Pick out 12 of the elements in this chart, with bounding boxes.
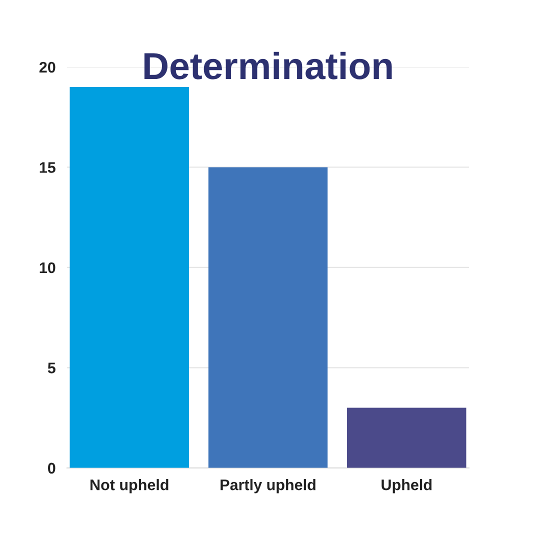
x-tick-label: Partly upheld [220,479,316,494]
y-tick-label: 5 [48,362,56,374]
chart-title: Determination [144,52,392,80]
x-tick-label: Upheld [382,479,432,494]
bar [70,87,189,468]
x-tick-label: Not upheld [90,479,168,494]
y-tick-label: 10 [40,262,56,274]
bar [347,408,466,468]
y-tick-label: 20 [39,62,56,73]
y-tick-label: 15 [40,162,56,173]
bar [208,167,328,468]
y-tick-label: 0 [48,462,56,474]
